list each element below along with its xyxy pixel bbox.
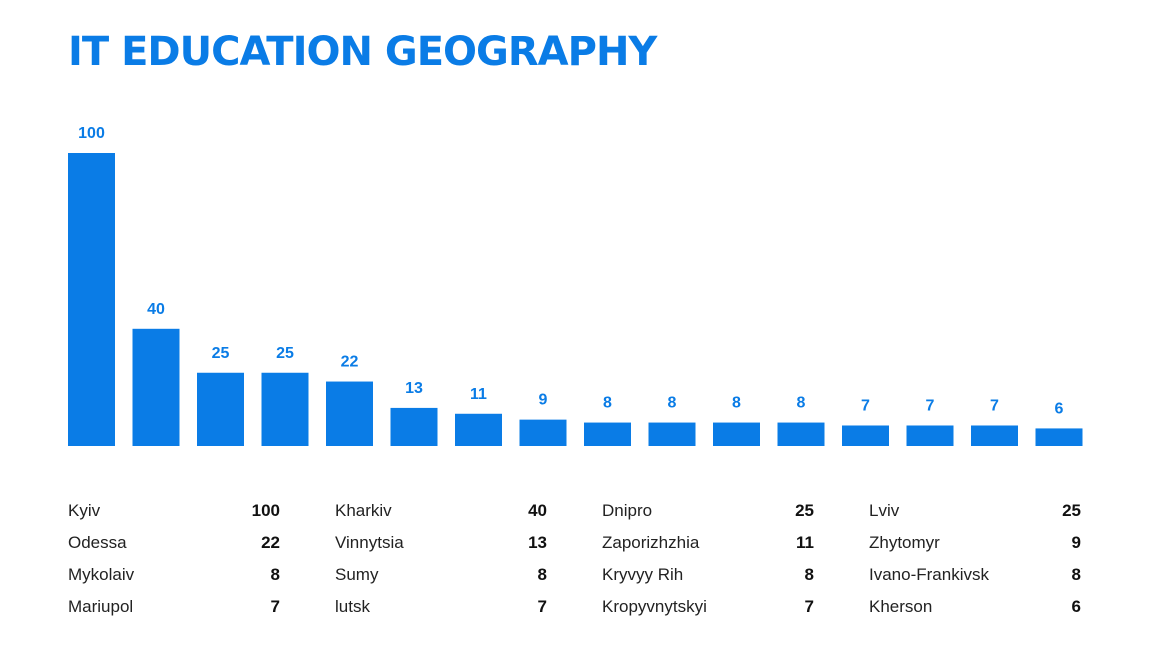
bar-value-label: 8 — [797, 395, 806, 412]
page-title: IT EDUCATION GEOGRAPHY — [68, 29, 657, 75]
legend-city: Kyiv — [68, 501, 101, 520]
bar-value-label: 25 — [276, 345, 294, 362]
bar-lviv — [261, 372, 309, 446]
legend-item: Kyiv 100 — [68, 495, 280, 527]
bar-kharkiv — [132, 328, 180, 446]
legend-city: Zhytomyr — [869, 533, 940, 552]
bar-mariupol — [842, 425, 889, 446]
legend-item: Sumy 8 — [335, 559, 547, 591]
legend-value: 7 — [270, 597, 280, 616]
bar-kropyvnytskyi — [971, 425, 1018, 446]
bar-value-label: 8 — [603, 395, 612, 412]
bar-lutsk — [906, 425, 954, 446]
legend-value: 7 — [537, 597, 547, 616]
legend-item: Kharkiv 40 — [335, 495, 547, 527]
legend-value: 11 — [796, 533, 814, 552]
legend-item: Vinnytsia 13 — [335, 527, 547, 559]
bar-value-label: 8 — [668, 395, 677, 412]
legend-item: Mykolaiv 8 — [68, 559, 280, 591]
bar-value-label: 11 — [470, 386, 487, 403]
bar-chart: 100 40 25 25 22 13 11 9 8 8 8 8 7 7 7 6 — [68, 125, 1083, 446]
legend-value: 100 — [251, 501, 280, 520]
legend-city: Vinnytsia — [335, 533, 404, 552]
bar-odessa — [326, 381, 373, 446]
bar-value-label: 13 — [405, 380, 423, 397]
legend-city: Sumy — [335, 565, 379, 584]
legend-city: Mykolaiv — [68, 565, 135, 584]
legend-city: Ivano-Frankivsk — [869, 565, 989, 584]
bar-value-label: 6 — [1055, 400, 1064, 417]
legend-item: lutsk 7 — [335, 591, 547, 623]
legend-city: Lviv — [869, 501, 900, 520]
legend-value: 25 — [795, 501, 814, 520]
legend-value: 8 — [804, 565, 814, 584]
legend-item: Ivano-Frankivsk 8 — [869, 559, 1081, 591]
legend-value: 9 — [1071, 533, 1081, 552]
legend-value: 8 — [1071, 565, 1081, 584]
bar-value-label: 7 — [926, 397, 935, 414]
legend-item: Kryvyy Rih 8 — [602, 559, 814, 591]
bar-value-label: 8 — [732, 395, 741, 412]
legend-city: Dnipro — [602, 501, 653, 520]
bar-ivano-frankivsk — [777, 422, 825, 446]
legend-value: 8 — [270, 565, 280, 584]
legend-city: Odessa — [68, 533, 127, 552]
legend-item: Mariupol 7 — [68, 591, 280, 623]
legend-value: 40 — [528, 501, 547, 520]
legend-city: lutsk — [335, 597, 370, 616]
legend-item: Kherson 6 — [869, 591, 1081, 623]
bar-value-label: 25 — [212, 345, 230, 362]
legend-value: 22 — [261, 533, 280, 552]
bar-value-label: 40 — [147, 301, 165, 318]
bar-zaporizhzhia — [455, 413, 502, 446]
bar-vinnytsia — [390, 407, 438, 446]
legend-item: Kropyvnytskyi 7 — [602, 591, 814, 623]
legend-item: Zaporizhzhia 11 — [602, 527, 814, 559]
legend-value: 8 — [537, 565, 547, 584]
bar-zhytomyr — [519, 419, 567, 446]
legend-city: Kherson — [869, 597, 933, 616]
legend-item: Zhytomyr 9 — [869, 527, 1081, 559]
bar-value-label: 9 — [539, 392, 548, 409]
bar-sumy — [648, 422, 696, 446]
legend-value: 25 — [1062, 501, 1081, 520]
bar-mykolaiv — [584, 422, 631, 446]
bar-value-label: 7 — [861, 397, 870, 414]
legend-value: 6 — [1071, 597, 1081, 616]
legend-item: Dnipro 25 — [602, 495, 814, 527]
legend-value: 7 — [804, 597, 814, 616]
bar-value-label: 7 — [990, 397, 999, 414]
legend-item: Odessa 22 — [68, 527, 280, 559]
bar-kyiv — [68, 153, 115, 446]
bar-kherson — [1035, 428, 1083, 446]
legend-city: Zaporizhzhia — [602, 533, 700, 552]
bar-kryvyy-rih — [713, 422, 760, 446]
bar-value-label: 22 — [341, 354, 359, 371]
bar-value-label: 100 — [78, 125, 105, 142]
city-legend: Kyiv 100 Kharkiv 40 Dnipro 25 Lviv 25 Odessa… — [68, 495, 1082, 623]
bar-dnipro — [197, 372, 244, 446]
legend-city: Kryvyy Rih — [602, 565, 684, 584]
legend-city: Kropyvnytskyi — [602, 597, 707, 616]
legend-item: Lviv 25 — [869, 495, 1081, 527]
legend-value: 13 — [528, 533, 547, 552]
legend-city: Kharkiv — [335, 501, 392, 520]
legend-city: Mariupol — [68, 597, 134, 616]
